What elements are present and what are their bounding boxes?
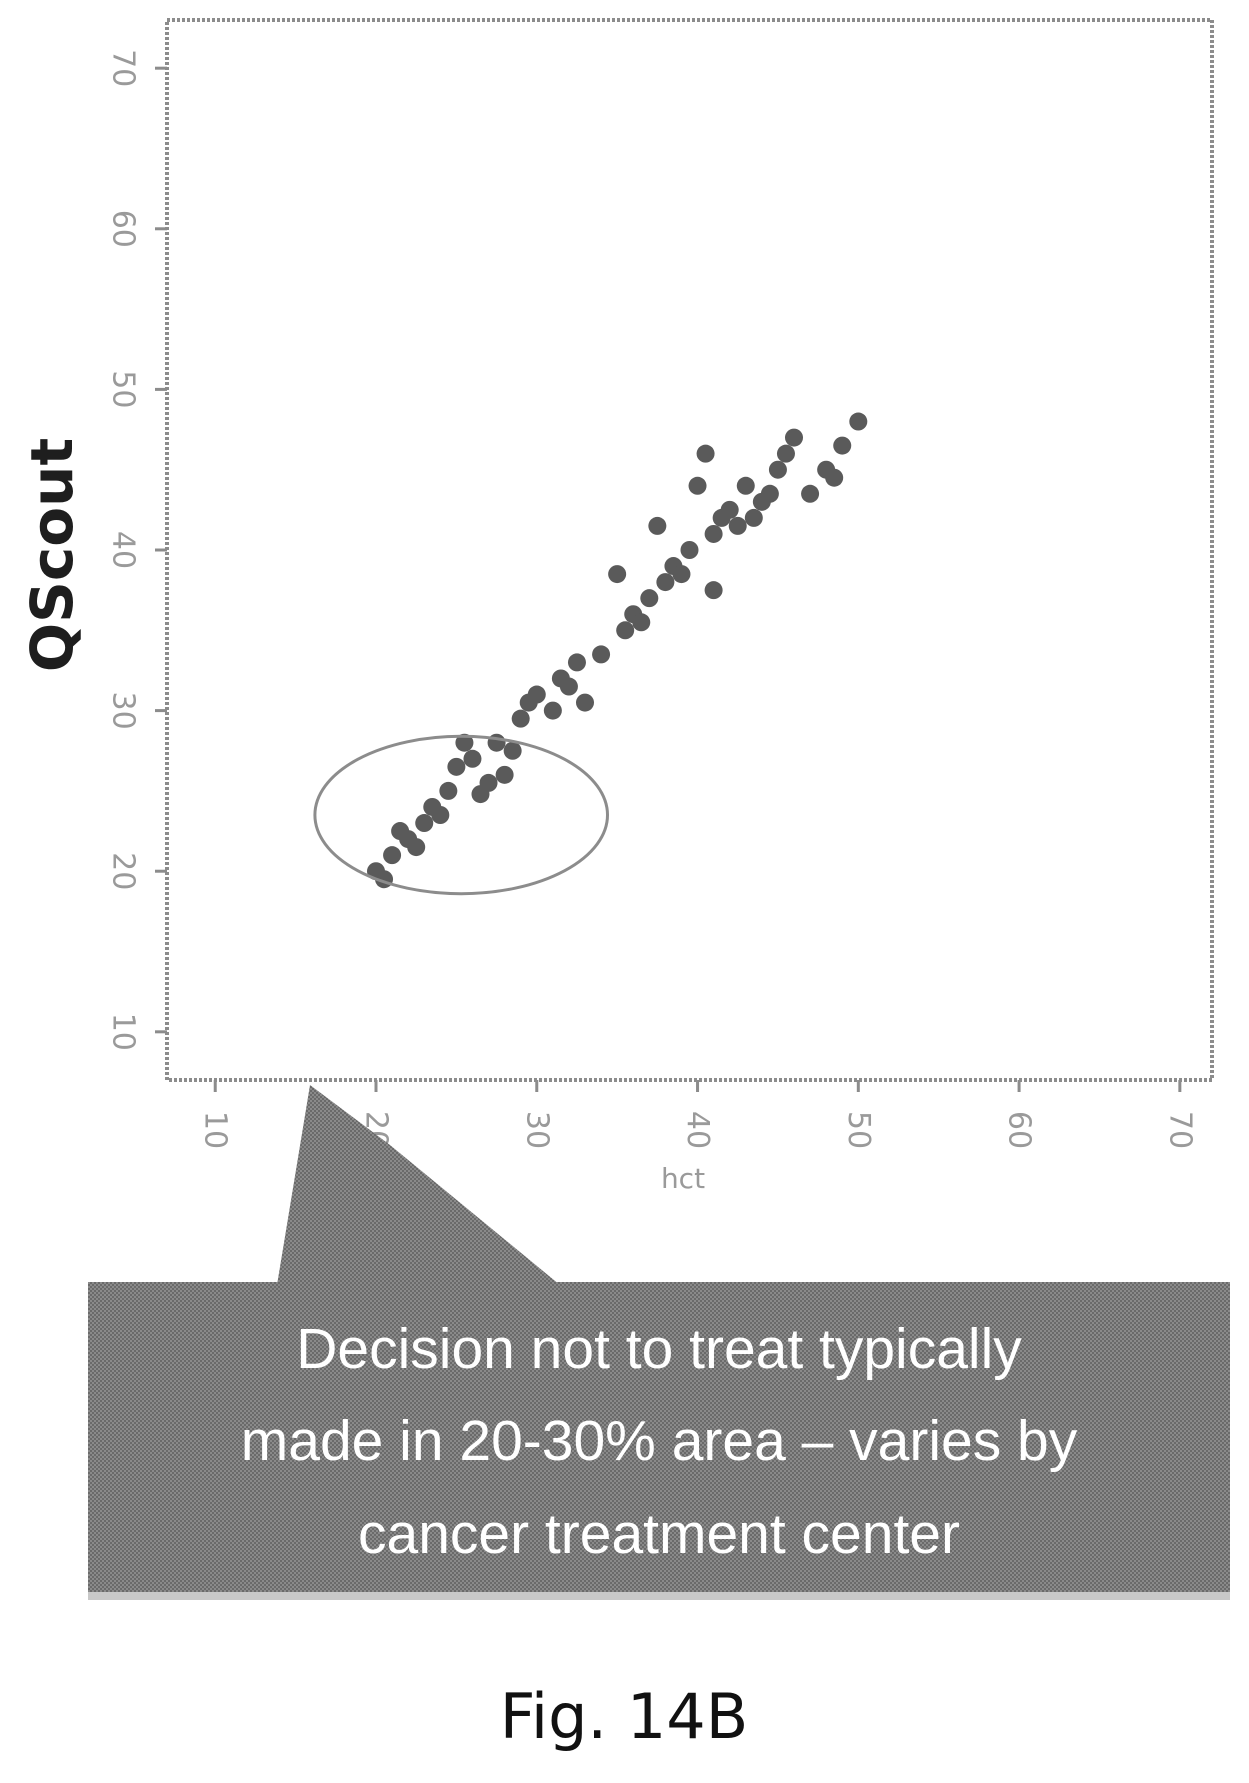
scatter-point (511, 709, 530, 728)
scatter-point (447, 757, 466, 776)
y-axis-ticks: 10 20 30 40 50 60 70 (106, 49, 167, 1051)
x-tick-label: 60 (1002, 1111, 1037, 1149)
x-tick-label: 70 (1162, 1111, 1197, 1149)
scatter-point (415, 814, 434, 833)
scatter-point (503, 741, 522, 760)
scatter-point (744, 508, 763, 527)
y-tick-label: 20 (106, 852, 141, 890)
scatter-point (825, 468, 844, 487)
scatter-point (559, 677, 578, 696)
scatter-point (728, 516, 747, 535)
scatter-point (495, 765, 514, 784)
scatter-point (543, 701, 562, 720)
y-tick-label: 30 (106, 692, 141, 730)
scatter-point (849, 412, 868, 431)
scatter-point (632, 613, 651, 632)
highlight-ellipse (313, 734, 610, 896)
y-tick-label: 40 (106, 531, 141, 569)
scatter-point (704, 524, 723, 543)
scatter-point (736, 476, 755, 495)
x-tick-label: 10 (198, 1111, 233, 1149)
scatter-point (785, 428, 803, 447)
callout-text-line-1: Decision not to treat typically (296, 1317, 1022, 1381)
scatter-point (833, 436, 852, 455)
y-tick-label: 70 (106, 49, 141, 87)
scatter-point (383, 846, 402, 865)
scatter-point (776, 444, 795, 463)
scatter-point (455, 733, 474, 752)
scatter-point (760, 484, 779, 503)
scatter-point (801, 484, 820, 503)
figure-caption: Fig. 14B (500, 1680, 749, 1753)
scatter-point (439, 781, 458, 800)
scatter-point (479, 773, 498, 792)
scatter-point (768, 460, 787, 479)
scatter-points (367, 412, 868, 889)
callout-text-line-2: made in 20-30% area – varies by (241, 1409, 1078, 1473)
scatter-point (672, 565, 691, 584)
callout-text-line-3: cancer treatment center (358, 1502, 960, 1566)
x-tick-label: 30 (519, 1111, 554, 1149)
scatter-point (431, 806, 450, 824)
scatter-point (527, 685, 546, 704)
x-axis-label: hct (661, 1162, 705, 1195)
scatter-point (696, 444, 715, 463)
scatter-point (616, 621, 635, 640)
y-tick-label: 60 (106, 210, 141, 248)
x-tick-label: 50 (841, 1111, 876, 1149)
scatter-point (608, 565, 627, 584)
callout-box-shadow (88, 1592, 1230, 1600)
y-tick-label: 50 (106, 370, 141, 408)
scatter-point (640, 589, 659, 608)
scatter-point (576, 693, 594, 712)
scatter-point (648, 516, 667, 535)
scatter-point (704, 581, 723, 600)
scatter-point (688, 476, 707, 495)
scatter-point (407, 838, 426, 857)
scatter-point (680, 541, 699, 559)
callout-pointer (277, 1085, 560, 1285)
scatter-point (463, 749, 482, 768)
y-tick-label: 10 (106, 1013, 141, 1051)
scatter-point (567, 653, 586, 672)
y-axis-label: QScout (18, 438, 86, 672)
scatter-point (656, 573, 675, 592)
x-tick-label: 40 (680, 1111, 715, 1149)
scatter-point (720, 500, 739, 519)
callout-box (88, 1282, 1230, 1592)
scatter-point (592, 645, 611, 664)
